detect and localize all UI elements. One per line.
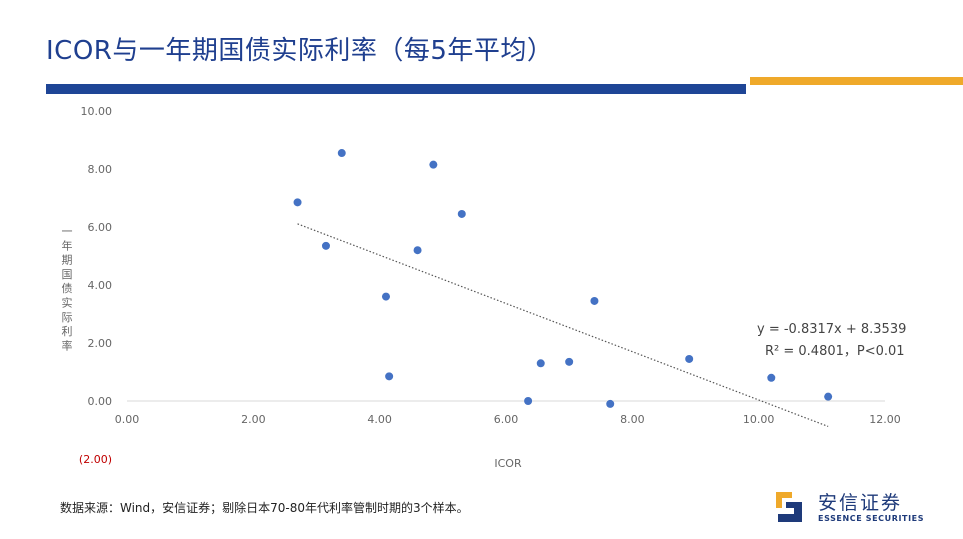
x-tick-label: 4.00: [367, 413, 392, 426]
y-axis-label-char: 利: [62, 325, 73, 338]
y-tick-label: 8.00: [88, 163, 113, 176]
data-point: [536, 359, 545, 368]
data-point: [767, 373, 776, 382]
data-point: [457, 209, 466, 218]
y-tick-label: 2.00: [88, 337, 113, 350]
y-tick-label: 10.00: [81, 105, 113, 118]
data-point: [429, 160, 438, 169]
x-axis-label-group: ICOR: [494, 457, 522, 470]
x-tick-label: 8.00: [620, 413, 645, 426]
data-point: [413, 246, 422, 255]
y-axis-label-char: 年: [62, 238, 73, 252]
x-axis-label: ICOR: [494, 457, 522, 470]
data-point: [321, 241, 330, 250]
y-axis-label-char: 国: [62, 268, 73, 281]
y-axis-label-char: 债: [62, 281, 73, 295]
data-point: [524, 397, 533, 405]
y-axis-label-char: 率: [62, 338, 73, 352]
data-points: [293, 149, 833, 408]
x-tick-label: 10.00: [743, 413, 775, 426]
logo-subtitle: ESSENCE SECURITIES: [818, 514, 925, 523]
trendline-equation: y = -0.8317x + 8.3539: [757, 322, 906, 337]
data-point: [293, 198, 302, 207]
data-point: [565, 357, 574, 366]
y-tick-label: 0.00: [88, 395, 113, 408]
source-note: 数据来源：Wind，安信证券；剔除日本70-80年代利率管制时期的3个样本。: [60, 501, 469, 515]
title-underline-blue: [46, 84, 746, 94]
data-point: [685, 354, 694, 363]
data-point: [337, 149, 346, 158]
data-point: [590, 296, 599, 305]
y-axis-label: 一年期国债实际利率: [62, 225, 73, 352]
logo-name: 安信证券: [818, 492, 903, 514]
y-tick-label: (2.00): [79, 453, 112, 466]
axis-ticks: (2.00) 0.00 2.00 4.00 6.00 8.00 10.00 0.00 2.00 4…: [79, 105, 901, 466]
data-point: [385, 372, 394, 381]
logo-mark-icon: [776, 492, 802, 522]
title-underline-orange: [750, 77, 963, 85]
data-point: [381, 292, 390, 301]
data-point: [606, 399, 615, 408]
y-axis-label-char: 实: [62, 296, 73, 310]
x-tick-label: 2.00: [241, 413, 266, 426]
data-point: [824, 392, 833, 401]
scatter-chart: 一年期国债实际利率 ICOR (2.00) 0.00 2.00 4.00 6.00 8.0…: [62, 105, 907, 470]
y-tick-label: 4.00: [88, 279, 113, 292]
y-axis-label-char: 一: [62, 225, 73, 238]
x-tick-label: 0.00: [115, 413, 140, 426]
y-axis-label-char: 际: [62, 311, 73, 324]
y-axis-label-char: 期: [62, 254, 73, 267]
trendline-r-squared: R² = 0.4801，P<0.01: [765, 344, 905, 359]
y-tick-label: 6.00: [88, 221, 113, 234]
slide-title: ICOR与一年期国债实际利率（每5年平均）: [46, 36, 554, 66]
x-tick-label: 12.00: [869, 413, 901, 426]
trendline: [297, 223, 829, 428]
company-logo: 安信证券 ESSENCE SECURITIES: [772, 486, 952, 530]
x-tick-label: 6.00: [494, 413, 519, 426]
